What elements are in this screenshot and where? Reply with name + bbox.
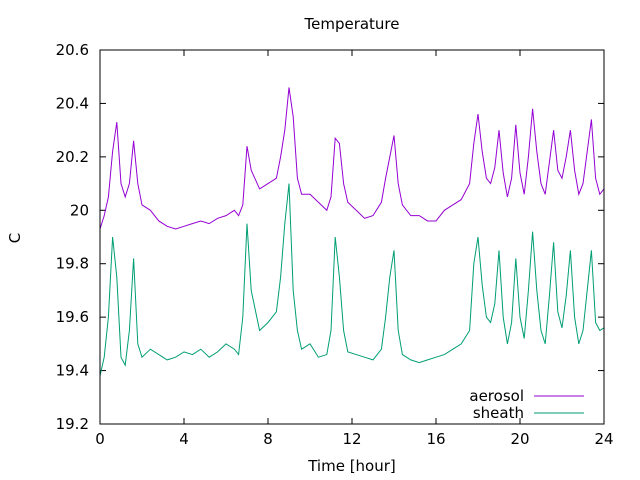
y-tick-label: 20 [70,201,89,219]
x-tick-label: 20 [510,430,529,448]
x-tick-label: 24 [594,430,613,448]
x-tick-label: 8 [263,430,273,448]
plot-frame [99,49,605,425]
chart-title: Temperature [303,15,399,33]
y-tick-label: 19.6 [56,308,89,326]
x-axis-label: Time [hour] [307,457,396,475]
x-tick-label: 16 [426,430,445,448]
y-tick-label: 19.4 [56,362,89,380]
series-line-sheath [99,183,605,377]
y-tick-label: 20.6 [56,41,89,59]
x-tick-label: 0 [95,430,105,448]
y-axis-label: C [6,233,24,243]
series-line-aerosol [99,87,605,230]
y-tick-label: 19.8 [56,255,89,273]
legend-label-aerosol: aerosol [469,387,524,405]
x-tick-label: 4 [179,430,189,448]
legend-label-sheath: sheath [473,404,524,422]
y-tick-label: 20.4 [56,94,89,112]
y-tick-label: 20.2 [56,148,89,166]
y-tick-label: 19.2 [56,415,89,433]
x-tick-label: 12 [342,430,361,448]
